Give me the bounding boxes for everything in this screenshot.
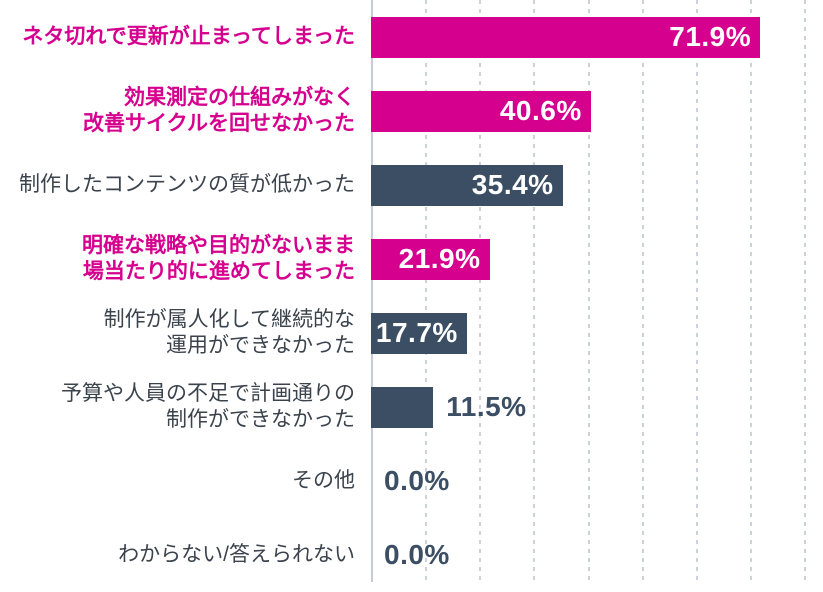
value-label: 40.6%	[499, 95, 582, 126]
category-label: 明確な戦略や目的がないまま 場当たり的に進めてしまった	[82, 234, 355, 283]
value-label: 35.4%	[471, 169, 554, 200]
value-label: 0.0%	[384, 465, 450, 496]
bar: 17.7%	[371, 312, 467, 354]
gridline	[641, 0, 644, 582]
bar-track: 0.0%	[371, 518, 823, 592]
bar: 11.5%	[371, 386, 526, 428]
chart-row: 制作したコンテンツの質が低かった 35.4%	[0, 148, 823, 222]
chart-row: ネタ切れで更新が止まってしまった 71.9%	[0, 0, 823, 74]
category-label: ネタ切れで更新が止まってしまった	[22, 25, 355, 48]
value-label: 71.9%	[669, 21, 752, 52]
category-label: 予算や人員の不足で計画通りの 制作ができなかった	[61, 382, 355, 431]
value-label: 17.7%	[375, 317, 458, 348]
category-label: わからない/答えられない	[118, 543, 355, 566]
bar-track: 11.5%	[371, 370, 823, 444]
category-label: 制作したコンテンツの質が低かった	[19, 173, 355, 196]
bar-track: 40.6%	[371, 74, 823, 148]
gridline	[425, 0, 428, 582]
value-label: 0.0%	[384, 539, 450, 570]
value-label: 21.9%	[398, 243, 481, 274]
bar-track: 17.7%	[371, 296, 823, 370]
chart-row: わからない/答えられない 0.0%	[0, 518, 823, 592]
gridline	[533, 0, 536, 582]
gridline	[695, 0, 698, 582]
chart-row: 明確な戦略や目的がないまま 場当たり的に進めてしまった 21.9%	[0, 222, 823, 296]
bar-track: 21.9%	[371, 222, 823, 296]
bar-track: 0.0%	[371, 444, 823, 518]
gridline	[804, 0, 806, 582]
chart-row: 制作が属人化して継続的な 運用ができなかった 17.7%	[0, 296, 823, 370]
category-label: 制作が属人化して継続的な 運用ができなかった	[103, 308, 355, 357]
category-label: 効果測定の仕組みがなく 改善サイクルを回せなかった	[83, 86, 355, 135]
gridline	[479, 0, 482, 582]
plot-grid	[371, 0, 823, 582]
chart-row: 効果測定の仕組みがなく 改善サイクルを回せなかった 40.6%	[0, 74, 823, 148]
bar: 71.9%	[371, 16, 761, 58]
category-label: その他	[292, 469, 355, 492]
bar-track: 35.4%	[371, 148, 823, 222]
value-label: 11.5%	[446, 391, 527, 422]
gridline	[587, 0, 590, 582]
bar-track: 71.9%	[371, 0, 823, 74]
bar: 40.6%	[371, 90, 591, 132]
chart-row: 予算や人員の不足で計画通りの 制作ができなかった 11.5%	[0, 370, 823, 444]
y-axis-line	[371, 0, 373, 582]
bar: 35.4%	[371, 164, 563, 206]
chart-row: その他 0.0%	[0, 444, 823, 518]
gridline	[749, 0, 752, 582]
bar: 21.9%	[371, 238, 490, 280]
